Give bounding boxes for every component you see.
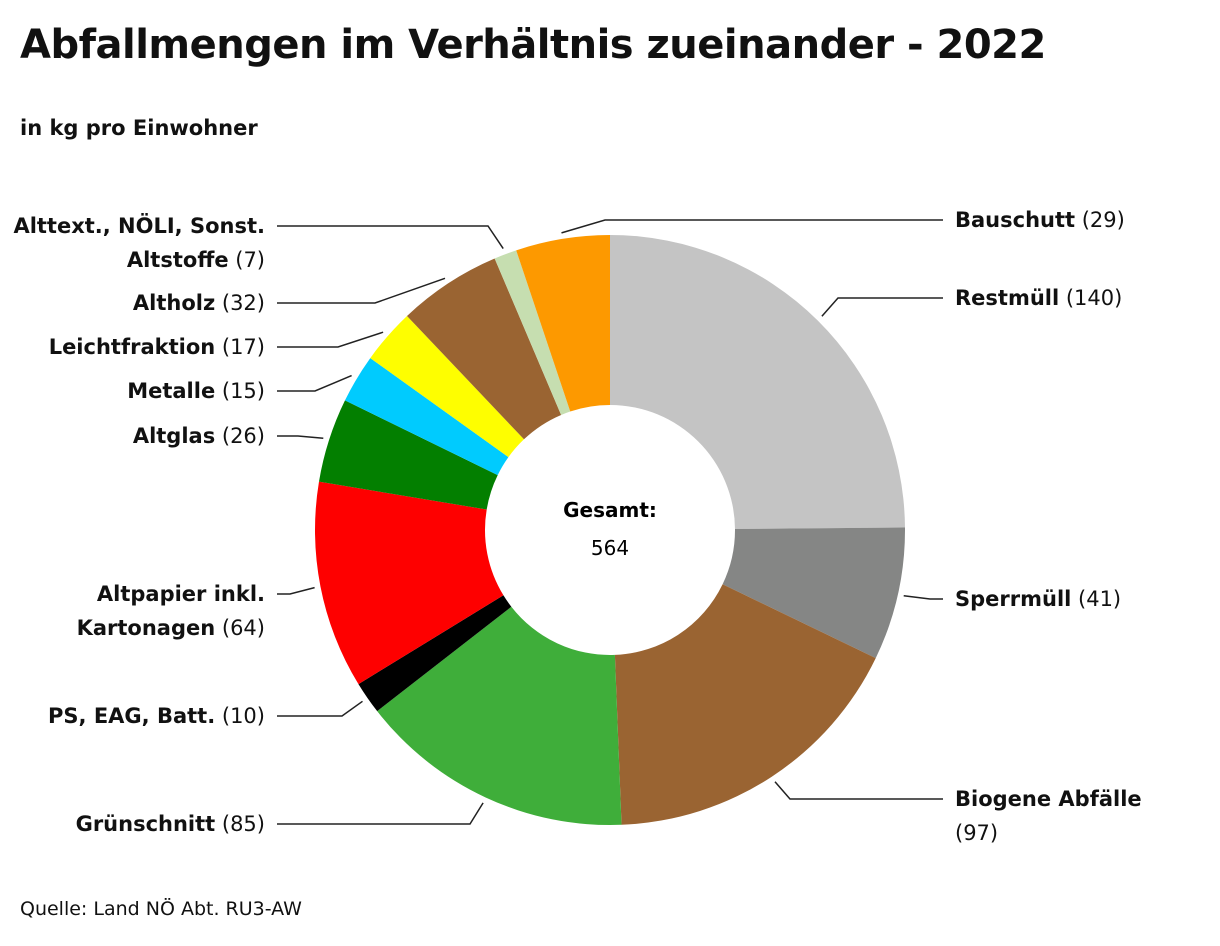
leader-line-restmuell: [821, 297, 943, 317]
center-total-label: Gesamt:: [563, 498, 657, 522]
leader-line-gruenschnitt: [277, 802, 484, 825]
label-name: Sperrmüll: [955, 587, 1071, 611]
leader-line-altpapier-inkl-kartonagen: [277, 586, 315, 595]
slice-altpapier-inkl-kartonagen: [315, 481, 504, 685]
label-name: Altstoffe: [127, 248, 229, 272]
leader-line-metalle: [277, 374, 352, 392]
slice-bauschutt: [516, 235, 610, 412]
label-sperrmuell: Sperrmüll (41): [955, 587, 1121, 611]
label-name: Leichtfraktion: [49, 335, 216, 359]
chart-subtitle: in kg pro Einwohner: [20, 116, 258, 140]
slice-leichtfraktion: [370, 315, 524, 458]
label-restmuell: Restmüll (140): [955, 286, 1122, 310]
label-name: Altpapier inkl.: [97, 582, 265, 606]
slice-altholz: [407, 258, 562, 440]
slice-restmuell: [610, 235, 905, 529]
leader-line-altholz: [277, 277, 446, 304]
label-altpapier-inkl-kartonagen: Altpapier inkl. Kartonagen (64): [77, 582, 265, 640]
label-value: (15): [215, 379, 265, 403]
slice-biogene-abfaelle: [614, 584, 876, 825]
leader-line-biogene-abfaelle: [774, 781, 943, 800]
label-bauschutt: Bauschutt (29): [955, 208, 1125, 232]
label-name: Alttext., NÖLI, Sonst.: [13, 213, 265, 238]
slice-ps-eag-batt: [358, 595, 512, 712]
label-name: Altglas: [133, 424, 215, 448]
center-total-value: 564: [591, 536, 629, 560]
slice-gruenschnitt: [377, 606, 622, 825]
label-gruenschnitt: Grünschnitt (85): [76, 812, 265, 836]
leader-lines: [277, 219, 943, 825]
leader-line-alttext-noeli-sonst-altstoffe: [277, 225, 504, 250]
donut-slices: [315, 235, 905, 825]
label-ps-eag-batt: PS, EAG, Batt. (10): [48, 704, 265, 728]
slice-labels: Restmüll (140) Sperrmüll (41) Biogene Abfä…: [13, 208, 1141, 845]
leader-line-sperrmuell: [903, 595, 943, 600]
label-value: (29): [1075, 208, 1125, 232]
chart-title: Abfallmengen im Verhältnis zueinander - …: [20, 22, 1046, 68]
slice-sperrmuell: [722, 527, 905, 659]
label-value: (17): [215, 335, 265, 359]
leader-line-altglas: [277, 435, 324, 440]
label-value: (7): [229, 248, 265, 272]
label-value: (10): [215, 704, 265, 728]
label-name: Altholz: [133, 291, 215, 315]
label-altglas: Altglas (26): [133, 424, 265, 448]
leader-line-ps-eag-batt: [277, 700, 363, 717]
label-name: Biogene Abfälle: [955, 787, 1142, 811]
label-name: PS, EAG, Batt.: [48, 704, 215, 728]
label-name: Bauschutt: [955, 208, 1075, 232]
label-name: Kartonagen: [77, 616, 216, 640]
slice-metalle: [344, 358, 509, 476]
label-value: (140): [1059, 286, 1122, 310]
label-value: (32): [215, 291, 265, 315]
label-name: Restmüll: [955, 286, 1059, 310]
slice-alttext-noeli-sonst-altstoffe: [494, 250, 571, 415]
label-value: (41): [1071, 587, 1121, 611]
label-metalle: Metalle (15): [127, 379, 265, 403]
leader-line-bauschutt: [561, 219, 943, 234]
label-name: Metalle: [127, 379, 215, 403]
label-value: (97): [955, 821, 998, 845]
label-value: (64): [215, 616, 265, 640]
label-name: Grünschnitt: [76, 812, 216, 836]
leader-line-leichtfraktion: [277, 331, 384, 348]
slice-altglas: [318, 400, 498, 510]
label-alttext-noeli-sonst-altstoffe: Alttext., NÖLI, Sonst. Altstoffe (7): [13, 213, 265, 272]
label-value: (85): [215, 812, 265, 836]
source-note: Quelle: Land NÖ Abt. RU3-AW: [20, 898, 302, 920]
label-value: (26): [215, 424, 265, 448]
label-leichtfraktion: Leichtfraktion (17): [49, 335, 265, 359]
label-altholz: Altholz (32): [133, 291, 265, 315]
label-biogene-abfaelle: Biogene Abfälle (97): [955, 787, 1142, 845]
